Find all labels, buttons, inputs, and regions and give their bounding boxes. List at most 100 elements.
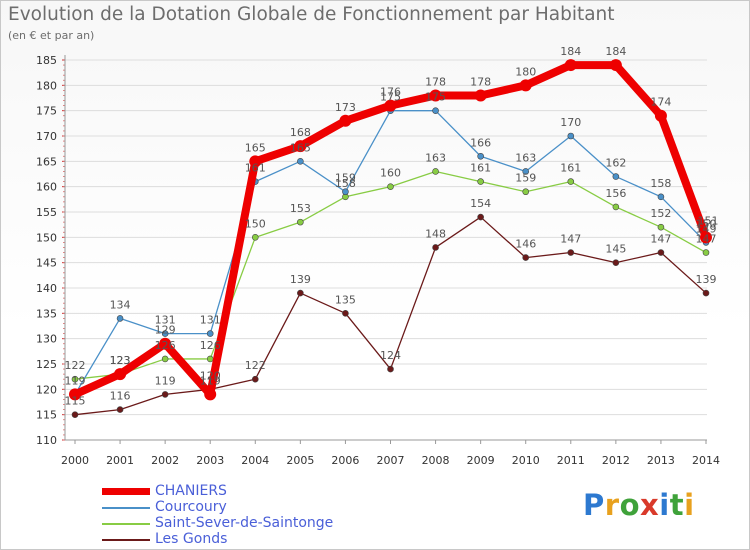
logo-letter: r: [604, 488, 620, 522]
data-point-courcoury: [477, 152, 484, 160]
data-point-saint-sever-de-saintonge: [206, 355, 214, 363]
data-point-courcoury: [657, 193, 665, 201]
y-tick-label: 135: [36, 307, 57, 320]
data-point-saint-sever-de-saintonge: [432, 168, 439, 175]
data-point-les-gonds: [657, 249, 665, 256]
data-label-saint-sever-de-saintonge: 160: [380, 167, 401, 180]
y-tick-label: 145: [36, 257, 57, 270]
data-label-courcoury: 166: [470, 136, 491, 149]
data-label-courcoury: 131: [200, 314, 221, 327]
x-tick-label: 2009: [467, 454, 495, 467]
legend-label-courcoury: Courcoury: [155, 499, 227, 515]
data-label-saint-sever-de-saintonge: 158: [335, 177, 356, 190]
data-label-saint-sever-de-saintonge: 159: [515, 172, 536, 185]
data-label-les-gonds: 124: [380, 349, 401, 362]
data-label-les-gonds: 146: [515, 238, 536, 251]
logo-letter: i: [659, 488, 670, 522]
data-point-les-gonds: [522, 254, 530, 261]
data-label-chaniers: 119: [200, 374, 221, 387]
data-label-courcoury: 158: [650, 177, 671, 190]
data-label-les-gonds: 147: [650, 233, 671, 246]
data-label-chaniers: 129: [155, 324, 176, 337]
data-point-chaniers: [294, 140, 307, 153]
legend-swatch-saint-sever: [102, 523, 150, 525]
data-point-saint-sever-de-saintonge: [161, 355, 169, 363]
data-point-chaniers: [609, 59, 622, 72]
data-label-saint-sever-de-saintonge: 163: [425, 151, 446, 164]
data-label-chaniers: 173: [335, 101, 356, 114]
data-point-courcoury: [612, 173, 620, 180]
data-point-les-gonds: [251, 375, 259, 383]
legend-swatch-les-gonds: [102, 539, 150, 541]
data-point-saint-sever-de-saintonge: [612, 203, 620, 211]
data-label-saint-sever-de-saintonge: 156: [605, 187, 626, 200]
data-point-saint-sever-de-saintonge: [297, 218, 304, 226]
logo-letter: t: [669, 488, 685, 522]
data-label-les-gonds: 119: [155, 374, 176, 387]
y-tick-label: 175: [36, 105, 57, 118]
data-label-chaniers: 150: [696, 217, 717, 230]
data-point-les-gonds: [477, 213, 484, 221]
data-point-les-gonds: [567, 249, 575, 256]
data-label-les-gonds: 147: [560, 233, 581, 246]
data-label-les-gonds: 135: [335, 293, 356, 306]
data-label-courcoury: 165: [290, 141, 311, 154]
data-point-chaniers: [564, 59, 577, 72]
chart-subtitle: (en € et par an): [8, 29, 95, 42]
data-point-chaniers: [519, 79, 532, 92]
data-label-saint-sever-de-saintonge: 123: [110, 354, 131, 367]
x-tick-label: 2008: [422, 454, 450, 467]
data-point-saint-sever-de-saintonge: [657, 223, 665, 231]
legend-label-saint-sever: Saint-Sever-de-Saintonge: [155, 515, 334, 531]
data-point-les-gonds: [387, 365, 394, 373]
data-point-saint-sever-de-saintonge: [567, 178, 575, 185]
x-tick-label: 2000: [61, 454, 89, 467]
data-point-courcoury: [342, 188, 349, 196]
legend-label-chaniers: CHANIERS: [155, 483, 227, 499]
data-label-les-gonds: 139: [696, 273, 717, 286]
x-tick-label: 2012: [602, 454, 630, 467]
data-label-chaniers: 123: [110, 354, 131, 367]
data-point-courcoury: [522, 168, 530, 175]
data-point-les-gonds: [297, 289, 304, 297]
data-label-courcoury: 131: [155, 314, 176, 327]
legend-label-les-gonds: Les Gonds: [155, 531, 228, 547]
data-label-extra: 151: [698, 214, 719, 227]
data-label-courcoury: 159: [335, 172, 356, 185]
data-label-saint-sever-de-saintonge: 161: [560, 162, 581, 175]
x-tick-label: 2002: [151, 454, 179, 467]
data-point-chaniers: [429, 89, 442, 102]
chart-title: Evolution de la Dotation Globale de Fonc…: [8, 4, 615, 25]
data-label-courcoury: 170: [560, 116, 581, 129]
data-label-courcoury: 175: [425, 91, 446, 104]
x-tick-label: 2003: [196, 454, 224, 467]
data-point-courcoury: [116, 315, 124, 322]
data-point-chaniers: [69, 388, 81, 401]
data-label-saint-sever-de-saintonge: 153: [290, 202, 311, 215]
data-label-saint-sever-de-saintonge: 150: [245, 217, 266, 230]
data-point-les-gonds: [702, 289, 710, 297]
data-point-chaniers: [204, 388, 217, 401]
data-label-courcoury: 163: [515, 151, 536, 164]
x-tick-label: 2013: [647, 454, 675, 467]
proxiti-logo: Proxiti: [583, 488, 695, 522]
data-point-les-gonds: [432, 244, 439, 251]
data-point-courcoury: [297, 158, 304, 165]
y-tick-label: 140: [36, 282, 57, 295]
data-label-les-gonds: 148: [425, 227, 446, 240]
data-label-saint-sever-de-saintonge: 147: [696, 233, 717, 246]
logo-letter: i: [684, 488, 695, 522]
data-point-saint-sever-de-saintonge: [477, 178, 484, 185]
data-label-courcoury: 134: [110, 298, 131, 311]
data-point-chaniers: [114, 368, 127, 381]
data-label-les-gonds: 139: [290, 273, 311, 286]
data-point-chaniers: [339, 114, 352, 127]
y-tick-label: 160: [36, 181, 57, 194]
data-label-chaniers: 168: [290, 126, 311, 139]
data-label-chaniers: 174: [650, 96, 671, 109]
data-label-chaniers: 184: [605, 45, 626, 58]
logo-letter: o: [619, 488, 641, 522]
data-point-les-gonds: [612, 259, 620, 266]
data-label-saint-sever-de-saintonge: 122: [65, 359, 86, 372]
data-point-les-gonds: [161, 391, 169, 398]
